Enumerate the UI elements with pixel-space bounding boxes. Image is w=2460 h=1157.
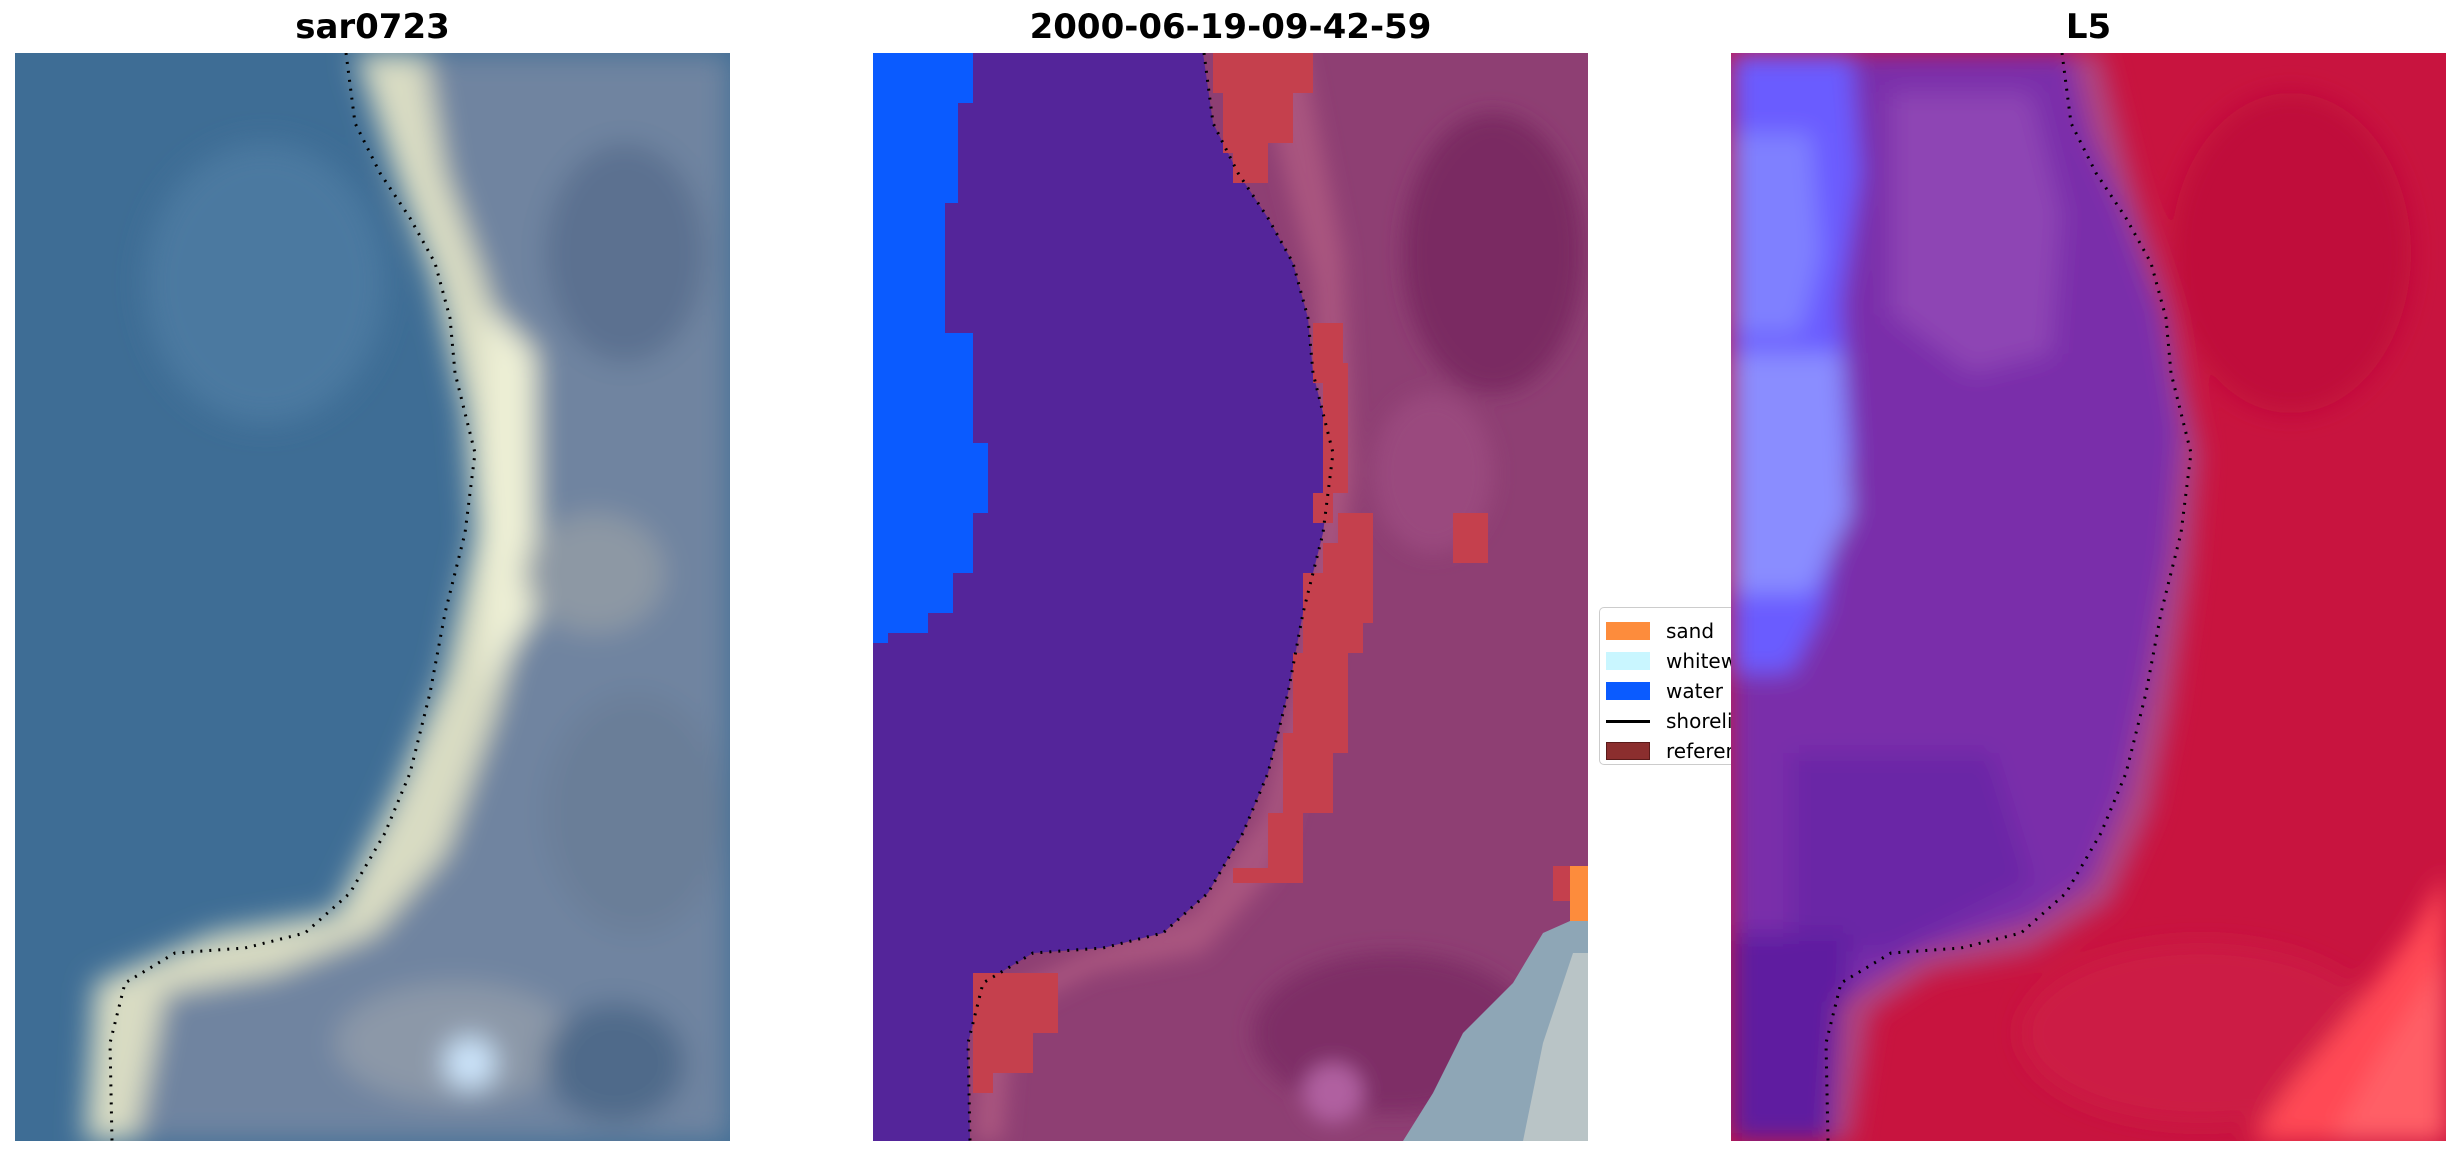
- rgb-image: [15, 53, 730, 1141]
- shoreline-trace: [1824, 53, 2193, 1141]
- sand-swatch: [1606, 622, 1650, 640]
- l5-image: [1731, 53, 2446, 1141]
- reference-swatch: [1606, 742, 1650, 760]
- legend-item-water: water: [1606, 676, 1723, 706]
- classification-image: [873, 53, 1588, 1141]
- panel-title-l5: L5: [2065, 7, 2112, 47]
- shoreline-trace: [108, 53, 477, 1141]
- shoreline-line-icon: [1606, 719, 1650, 723]
- water-swatch: [1606, 682, 1650, 700]
- whitewater-swatch: [1606, 652, 1650, 670]
- legend-label: sand: [1666, 619, 1715, 643]
- legend-item-sand: sand: [1606, 616, 1714, 646]
- l5-panel: [1731, 53, 2446, 1141]
- legend: sand whitewater water shoreline referenc…: [1599, 607, 1778, 765]
- shoreline-trace: [966, 53, 1335, 1141]
- legend-label: water: [1666, 679, 1723, 703]
- panel-title-rgb: sar0723: [295, 7, 450, 47]
- rgb-image-panel: [15, 53, 730, 1141]
- classification-panel: [873, 53, 1588, 1141]
- panel-title-classification: 2000-06-19-09-42-59: [1029, 7, 1432, 47]
